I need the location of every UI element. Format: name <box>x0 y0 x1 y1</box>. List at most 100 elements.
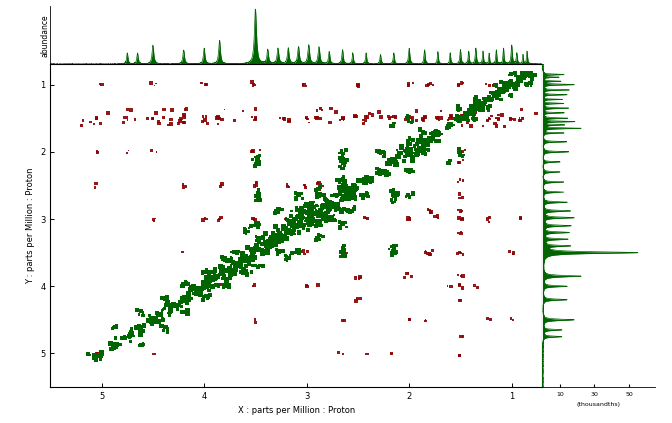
Point <box>434 116 445 123</box>
Point <box>274 230 284 237</box>
Point <box>213 273 224 280</box>
Point <box>314 236 325 242</box>
Point <box>420 318 431 324</box>
Point <box>402 217 413 223</box>
Point <box>312 191 323 198</box>
Point <box>346 186 357 192</box>
Point <box>505 77 516 84</box>
Point <box>454 195 465 201</box>
Point <box>251 180 261 187</box>
Point <box>344 192 355 199</box>
Point <box>220 268 230 275</box>
Point <box>231 259 242 266</box>
Point <box>458 177 468 184</box>
Point <box>284 220 294 227</box>
Point <box>204 283 214 290</box>
Point <box>344 187 355 194</box>
Point <box>153 318 164 325</box>
Point <box>125 331 136 338</box>
Point <box>390 156 401 163</box>
Point <box>350 193 361 200</box>
Point <box>420 138 431 145</box>
Point <box>240 253 251 260</box>
Point <box>412 140 423 147</box>
Point <box>350 190 361 197</box>
Point <box>480 96 491 103</box>
Point <box>250 162 261 169</box>
Point <box>504 71 515 78</box>
Point <box>351 113 362 120</box>
Point <box>345 209 355 216</box>
Point <box>147 115 158 122</box>
Point <box>254 152 265 159</box>
Point <box>491 81 501 88</box>
Point <box>198 270 208 277</box>
Point <box>275 232 286 239</box>
Point <box>503 83 514 90</box>
Point <box>271 242 282 248</box>
Point <box>402 168 413 175</box>
Point <box>454 281 465 288</box>
Point <box>456 333 466 340</box>
Point <box>312 191 323 198</box>
Point <box>491 89 501 96</box>
Point <box>314 193 325 200</box>
Point <box>132 307 142 313</box>
Point <box>454 107 464 113</box>
Point <box>126 329 136 335</box>
Point <box>251 197 261 204</box>
Point <box>165 121 176 127</box>
Point <box>301 216 312 222</box>
Point <box>349 187 360 193</box>
Point <box>339 317 349 324</box>
Point <box>333 349 344 356</box>
Point <box>455 116 466 123</box>
Point <box>357 178 368 184</box>
Point <box>183 294 194 301</box>
Point <box>306 203 317 210</box>
Point <box>225 271 236 278</box>
Point <box>234 262 245 269</box>
Point <box>165 302 176 309</box>
Point <box>394 150 405 157</box>
Point <box>336 253 347 260</box>
Point <box>402 270 413 277</box>
Point <box>351 196 362 203</box>
Point <box>398 147 409 154</box>
Point <box>373 168 384 175</box>
Point <box>249 244 260 250</box>
Point <box>90 184 101 191</box>
Point <box>218 273 229 280</box>
Point <box>452 117 463 124</box>
Point <box>293 213 304 220</box>
Point <box>183 280 194 287</box>
Point <box>517 74 528 80</box>
Point <box>483 104 494 111</box>
Point <box>257 241 267 248</box>
Point <box>510 69 521 76</box>
Point <box>269 237 280 244</box>
Point <box>490 91 501 97</box>
Point <box>181 299 192 306</box>
Point <box>179 297 190 304</box>
Point <box>167 107 178 114</box>
Point <box>376 149 386 156</box>
Point <box>318 215 329 222</box>
Point <box>423 147 433 154</box>
Point <box>392 153 403 160</box>
Point <box>470 106 480 113</box>
Point <box>462 113 473 119</box>
Point <box>407 80 418 87</box>
Point <box>482 104 493 111</box>
Point <box>494 88 505 95</box>
Point <box>511 79 522 86</box>
Point <box>352 184 363 191</box>
Point <box>458 80 468 87</box>
Point <box>430 137 441 144</box>
Point <box>165 303 176 310</box>
Point <box>483 107 494 114</box>
Point <box>110 343 121 350</box>
Point <box>115 341 126 348</box>
Point <box>338 182 349 189</box>
Point <box>482 216 493 222</box>
